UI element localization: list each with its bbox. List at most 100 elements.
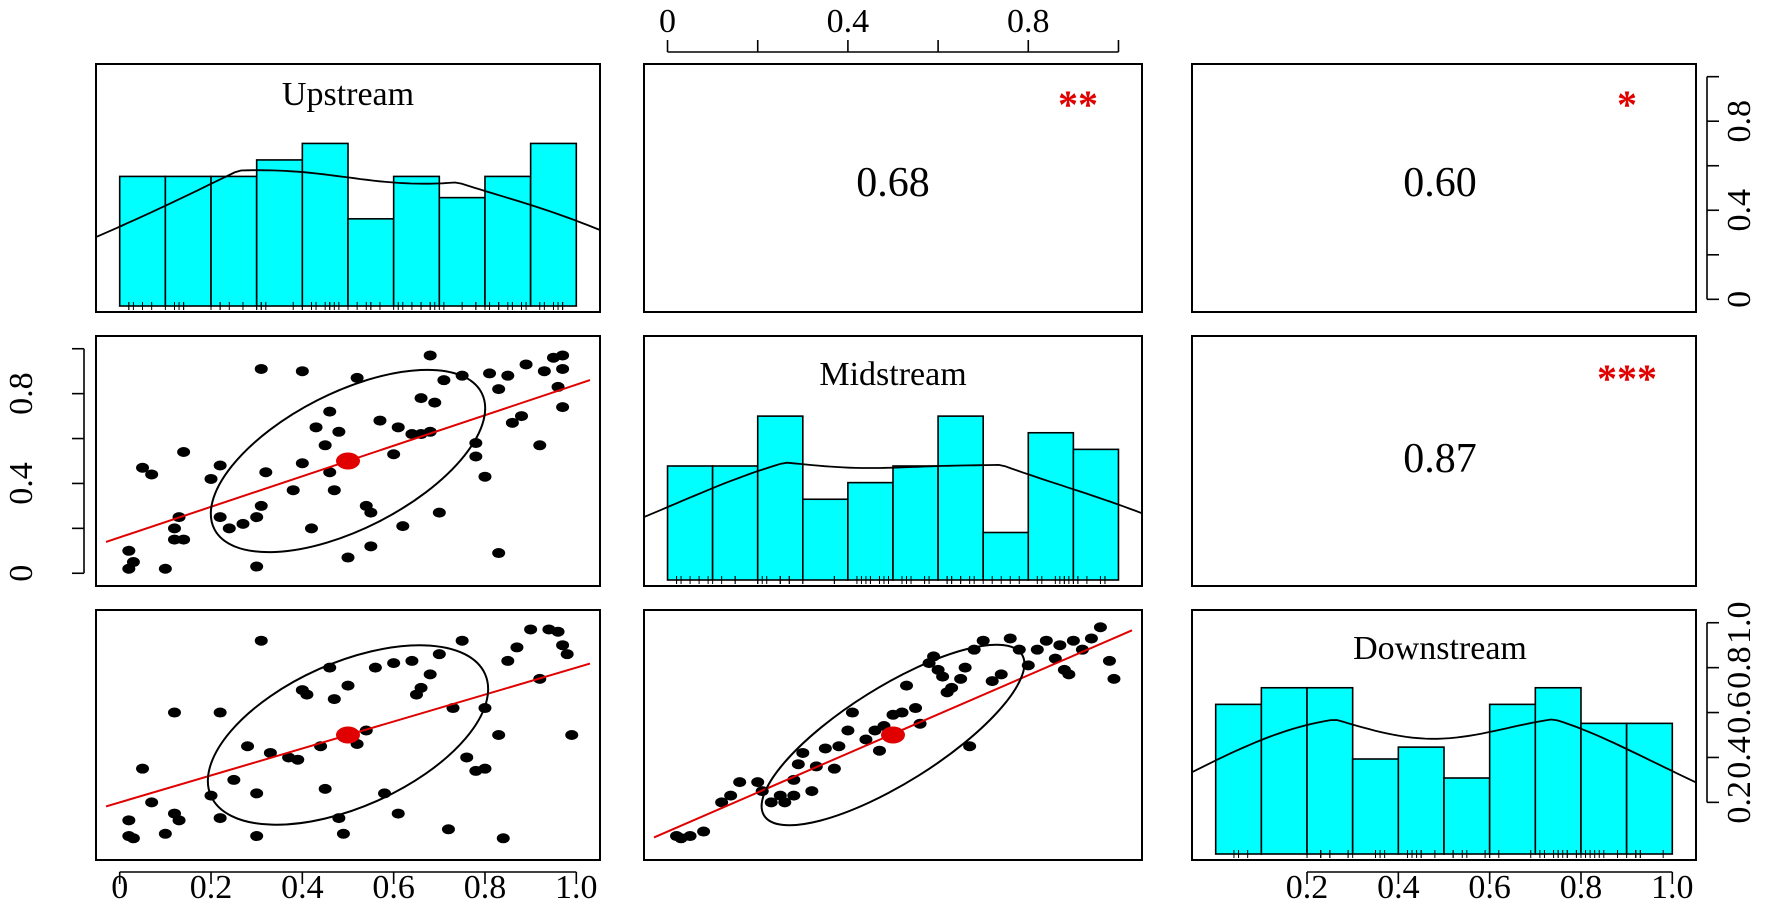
- data-point-up-mid: [519, 359, 533, 370]
- right-axis-top-tick-label: 0: [1721, 291, 1758, 308]
- data-point-up-down: [441, 824, 455, 835]
- data-point-up-mid: [332, 426, 346, 437]
- right-axis-bottom-tick-label: 0.2: [1721, 781, 1758, 824]
- data-point-up-mid: [295, 458, 309, 469]
- data-point-up-down: [551, 626, 565, 637]
- right-axis-bottom-tick-label: 0.6: [1721, 691, 1758, 734]
- data-point-mid-down: [841, 725, 855, 736]
- data-point-mid-down: [733, 777, 747, 788]
- data-point-up-mid: [478, 471, 492, 482]
- panel-box-down-down: [1191, 609, 1697, 861]
- data-point-mid-down: [683, 831, 697, 842]
- panel-box-mid-down: [1191, 335, 1697, 587]
- data-point-up-mid: [537, 366, 551, 377]
- data-point-up-down: [405, 655, 419, 666]
- data-point-up-down: [327, 694, 341, 705]
- data-point-up-down: [263, 747, 277, 758]
- hist-bar-midstream: [1027, 431, 1075, 581]
- hist-bar-upstream: [347, 218, 395, 307]
- data-point-mid-down: [751, 777, 765, 788]
- data-point-up-mid: [177, 534, 191, 545]
- data-point-up-down: [122, 815, 136, 826]
- data-point-up-mid: [222, 523, 236, 534]
- data-point-mid-down: [1039, 635, 1053, 646]
- right-axis-bottom-tick-label: 0.8: [1721, 646, 1758, 689]
- panel-box-up-down: [1191, 63, 1697, 313]
- left-axis-mid-tick-label: 0.8: [3, 372, 40, 415]
- density-curve-midstream: [643, 461, 1143, 518]
- data-point-up-down: [496, 833, 510, 844]
- data-point-up-mid: [437, 375, 451, 386]
- data-point-up-mid: [259, 467, 273, 478]
- data-point-up-mid: [505, 417, 519, 428]
- data-point-up-down: [414, 682, 428, 693]
- hist-bar-upstream: [118, 175, 167, 307]
- panel-box-down-mid: [643, 609, 1143, 861]
- data-point-mid-down: [1102, 655, 1116, 666]
- data-point-mid-down: [796, 747, 810, 758]
- data-point-up-mid: [213, 460, 227, 471]
- data-point-up-mid: [341, 552, 355, 563]
- data-point-mid-down: [1012, 644, 1026, 655]
- hist-bar-downstream: [1580, 722, 1628, 855]
- data-point-mid-down: [764, 797, 778, 808]
- panel-title-upstream: Upstream: [282, 76, 414, 113]
- data-point-up-mid: [167, 534, 181, 545]
- data-point-mid-down: [818, 743, 832, 754]
- panel-title-midstream: Midstream: [819, 356, 966, 393]
- data-point-up-mid: [492, 384, 506, 395]
- data-point-up-mid: [204, 473, 218, 484]
- data-point-up-down: [241, 741, 255, 752]
- bottom-axis-left-tick-label: 0.8: [464, 869, 507, 906]
- density-curve-downstream: [1191, 718, 1697, 784]
- bottom-axis-right-tick-label: 1.0: [1651, 869, 1694, 906]
- data-point-up-down: [510, 642, 524, 653]
- data-point-up-mid: [428, 397, 442, 408]
- hist-bar-upstream: [255, 159, 304, 307]
- data-point-up-mid: [364, 541, 378, 552]
- corr-ellipse-up-mid: [209, 368, 487, 554]
- bottom-axis-left-tick-label: 1.0: [555, 869, 598, 906]
- data-point-up-mid: [364, 507, 378, 518]
- hist-bar-midstream: [1072, 448, 1120, 581]
- data-point-up-down: [227, 774, 241, 785]
- data-point-up-mid: [432, 507, 446, 518]
- hist-bar-midstream: [847, 481, 894, 581]
- data-point-up-down: [432, 649, 446, 660]
- panel-box-mid-up: [95, 335, 601, 587]
- data-point-up-mid: [387, 449, 401, 460]
- hist-bar-downstream: [1625, 722, 1674, 855]
- data-point-up-down: [158, 828, 172, 839]
- data-point-up-mid: [122, 545, 136, 556]
- right-axis-top-tick-label: 0.4: [1721, 189, 1758, 232]
- hist-bar-downstream: [1260, 686, 1308, 855]
- data-point-up-mid: [236, 518, 250, 529]
- corr-value-up-down: 0.60: [1403, 160, 1477, 206]
- bottom-axis-right-tick-label: 0.4: [1377, 869, 1420, 906]
- data-point-mid-down: [1003, 633, 1017, 644]
- data-point-mid-down: [724, 790, 738, 801]
- top-axis-tick-label: 0.8: [1007, 3, 1050, 40]
- data-point-mid-down: [778, 797, 792, 808]
- right-axis-top-tick-label: 0.8: [1721, 100, 1758, 143]
- data-point-up-down: [145, 797, 159, 808]
- data-point-mid-down: [791, 759, 805, 770]
- data-point-up-mid: [405, 429, 419, 440]
- data-point-up-mid: [396, 521, 410, 532]
- data-point-up-mid: [250, 561, 264, 572]
- panel-box-mid-mid: [643, 335, 1143, 587]
- data-point-up-mid: [327, 485, 341, 496]
- hist-bar-upstream: [392, 175, 441, 307]
- hist-bar-midstream: [937, 415, 984, 581]
- data-point-up-down: [423, 669, 437, 680]
- data-point-up-mid: [213, 512, 227, 523]
- data-point-up-mid: [254, 500, 268, 511]
- data-point-mid-down: [845, 707, 859, 718]
- data-point-mid-down: [1030, 644, 1044, 655]
- corr-ellipse-up-down: [206, 644, 490, 826]
- data-point-mid-down: [1062, 669, 1076, 680]
- data-point-up-down: [213, 707, 227, 718]
- data-point-up-down: [172, 815, 186, 826]
- data-point-mid-down: [936, 671, 950, 682]
- data-point-up-mid: [286, 485, 300, 496]
